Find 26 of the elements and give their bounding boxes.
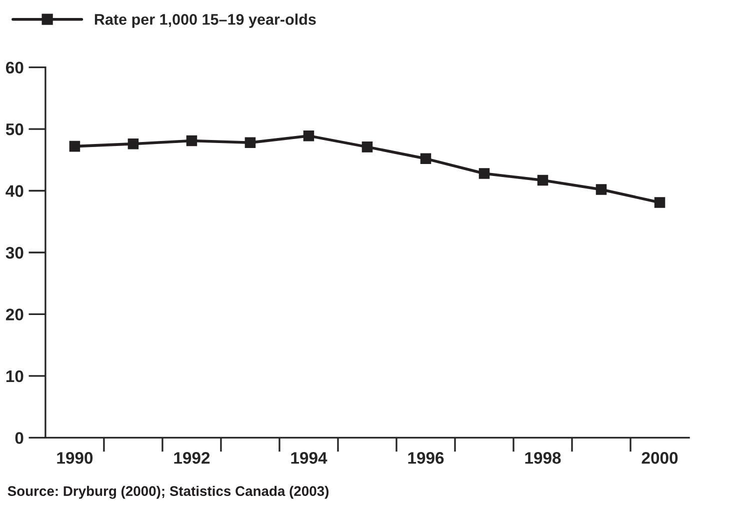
point	[244, 137, 256, 148]
x-tick-label: 1994	[291, 452, 328, 464]
x-tick-label: 2000	[642, 452, 678, 464]
y-tick-label: 50	[6, 123, 24, 136]
point	[596, 184, 607, 195]
point	[69, 140, 80, 152]
point	[420, 153, 432, 164]
y-tick-label: 20	[6, 308, 24, 320]
x-tick-label: 1998	[525, 452, 561, 464]
point	[186, 135, 198, 146]
x-tick-label: 1990	[57, 452, 93, 464]
source-note: Source: Dryburg (2000); Statistics Canada (2003)	[8, 486, 329, 499]
y-tick-label: 10	[6, 370, 24, 382]
legend-label: Rate per 1,000 15–19 year-olds	[94, 14, 316, 28]
point	[362, 142, 373, 152]
x-tick-label: 1992	[174, 452, 210, 464]
y-tick-label: 30	[6, 246, 24, 259]
point	[654, 197, 666, 208]
y-tick-label: 40	[6, 185, 24, 197]
y-tick-label: 0	[15, 432, 24, 444]
point	[303, 130, 314, 142]
point	[537, 174, 548, 186]
y-tick-label: 60	[6, 62, 24, 74]
point	[478, 168, 490, 179]
x-tick-label: 1996	[408, 452, 444, 464]
point	[128, 138, 139, 150]
